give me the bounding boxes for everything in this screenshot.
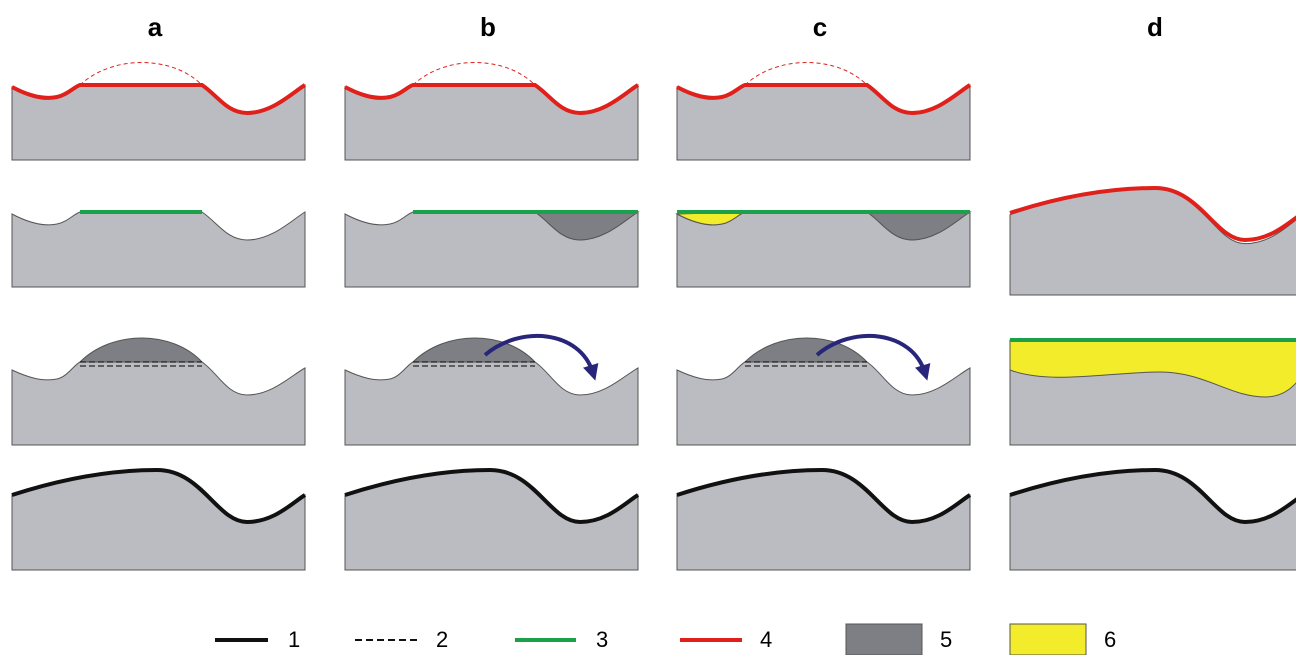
column-label: d [1147,12,1163,42]
column-label: a [148,12,163,42]
legend-label: 5 [940,627,952,652]
legend-label: 2 [436,627,448,652]
legend-label: 6 [1104,627,1116,652]
row-1 [12,63,970,161]
column-label: b [480,12,496,42]
legend: 1 2 3 4 5 6 [215,624,1116,655]
column-label: c [813,12,827,42]
row-4 [12,470,1296,570]
diagram: a b c d 1 2 3 4 5 6 [0,0,1296,655]
column-labels: a b c d [148,12,1163,42]
legend-label: 1 [288,627,300,652]
row-3 [12,336,1296,445]
row-2 [12,188,1296,295]
legend-label: 3 [596,627,608,652]
legend-label: 4 [760,627,772,652]
